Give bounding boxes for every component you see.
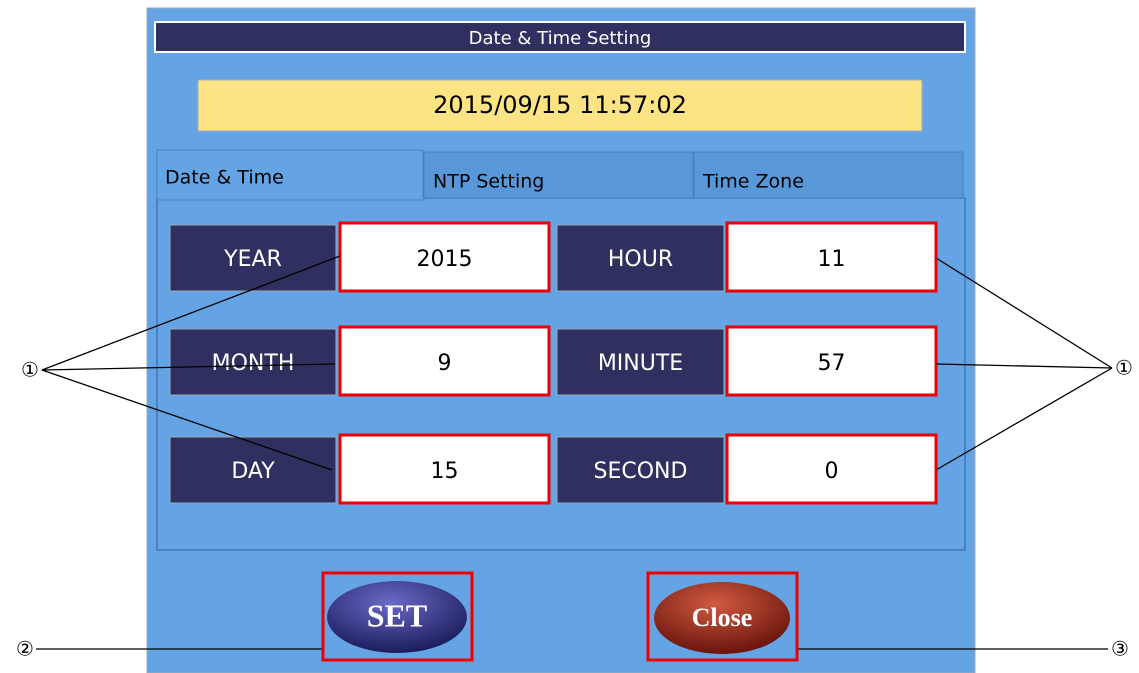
field-label: SECOND: [594, 459, 688, 484]
field-label-box: [556, 436, 725, 504]
field-label-box: [169, 328, 337, 396]
callout: ②: [16, 637, 34, 661]
highlight: [321, 571, 474, 662]
field-label: YEAR: [223, 247, 282, 272]
field-label-box: [556, 328, 725, 396]
field-input[interactable]: [338, 221, 551, 293]
callout: ①: [1115, 356, 1133, 380]
field-label: MONTH: [212, 351, 295, 376]
field-label: HOUR: [608, 247, 673, 272]
datetime-text: 2015/09/15 11:57:02: [433, 91, 687, 119]
tab-label[interactable]: Time Zone: [702, 171, 804, 193]
field-input[interactable]: [725, 325, 938, 397]
tab-active[interactable]: [156, 149, 424, 201]
close-button[interactable]: [654, 582, 790, 654]
field-input[interactable]: [725, 221, 938, 293]
datetime-display: [197, 79, 923, 132]
title-bar: [154, 21, 966, 53]
tab[interactable]: [423, 151, 694, 199]
tab-label[interactable]: NTP Setting: [433, 171, 544, 193]
field-value[interactable]: 11: [818, 247, 846, 272]
field-label-box: [556, 224, 725, 292]
field-label: DAY: [231, 459, 275, 484]
tab[interactable]: [693, 151, 964, 199]
tab-label[interactable]: Date & Time: [165, 167, 284, 189]
field-input[interactable]: [338, 433, 551, 505]
field-value[interactable]: 9: [438, 351, 452, 376]
callout-lines: [36, 255, 1113, 650]
field-value[interactable]: 2015: [417, 247, 473, 272]
fields: YEAR 2015 MONTH 9 DAY 15 HOUR 11 MINUTE 57 SECOND 0: [169, 221, 938, 505]
set-button[interactable]: [327, 581, 467, 653]
field-value[interactable]: 0: [825, 459, 839, 484]
callout: ③: [1111, 637, 1129, 661]
field-label: MINUTE: [598, 351, 683, 376]
field-input[interactable]: [725, 433, 938, 505]
field-label-box: [169, 436, 337, 504]
close-label[interactable]: Close: [692, 603, 753, 632]
highlight: [646, 571, 799, 662]
callout: ①: [21, 358, 39, 382]
field-value[interactable]: 15: [431, 459, 459, 484]
field-input[interactable]: [338, 325, 551, 397]
set-label[interactable]: SET: [367, 597, 427, 633]
title: Date & Time Setting: [469, 28, 652, 49]
field-value[interactable]: 57: [818, 351, 846, 376]
